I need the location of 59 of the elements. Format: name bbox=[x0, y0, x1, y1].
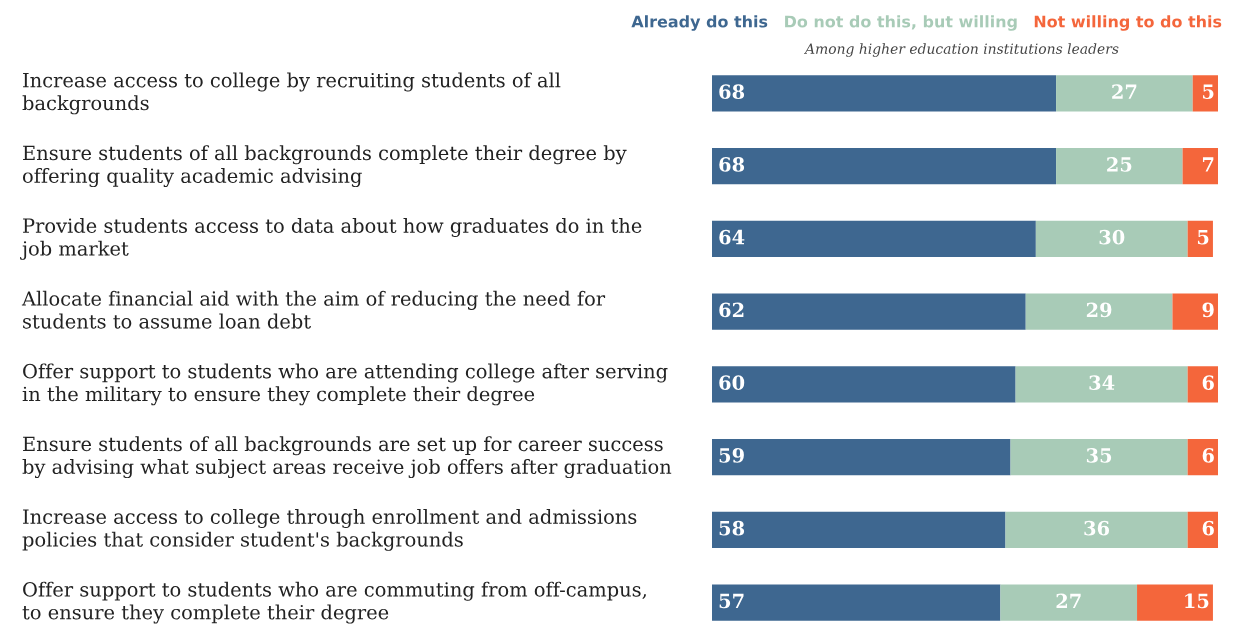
bar bbox=[712, 438, 1011, 476]
text: Not willing to do this bbox=[1034, 15, 1222, 31]
chart-subtitle: Among higher education institutions leaders bbox=[803, 43, 1119, 57]
bar bbox=[1025, 293, 1173, 330]
y-tick-label: Increase access to college through enrollment and admissions policies that consider student's backgrounds bbox=[22, 508, 637, 551]
bar bbox=[712, 511, 1006, 549]
data-label: 62 bbox=[719, 302, 744, 318]
y-tick-label: Offer support to students who are attending college after serving in the military to ensure they complete their degree bbox=[22, 363, 668, 406]
data-label: 27 bbox=[1056, 593, 1081, 608]
data-label: 29 bbox=[1086, 302, 1112, 318]
data-label: 6 bbox=[1202, 375, 1214, 391]
y-tick-label: Increase access to college by recruiting students of all backgrounds bbox=[22, 72, 561, 115]
bar bbox=[1010, 438, 1188, 476]
bar bbox=[1187, 438, 1218, 476]
bar bbox=[712, 147, 1057, 185]
y-tick-label: Provide students access to data about how graduates do in the job market bbox=[20, 217, 642, 260]
bar bbox=[1192, 75, 1218, 112]
bar bbox=[1056, 75, 1193, 112]
bar bbox=[712, 293, 1026, 330]
data-label: 6 bbox=[1202, 520, 1214, 536]
data-label: 34 bbox=[1089, 375, 1115, 391]
data-label: 59 bbox=[719, 448, 744, 463]
y-tick-label: Ensure students of all backgrounds are set up for career success by advising what subject areas receive job offers after graduation bbox=[22, 436, 672, 479]
y-tick-label: Allocate financial aid with the aim of reducing the need for students to assume loan debt bbox=[21, 290, 606, 329]
bar bbox=[712, 584, 1001, 621]
data-label: 60 bbox=[719, 375, 745, 391]
y-tick-label: Offer support to students who are commuting from off-campus, to ensure they complete their degree bbox=[22, 581, 646, 624]
data-label: 27 bbox=[1112, 84, 1137, 99]
bar bbox=[712, 366, 1016, 403]
bar bbox=[1035, 220, 1188, 258]
bar bbox=[1137, 584, 1213, 621]
bar bbox=[1187, 220, 1213, 258]
data-label: 15 bbox=[1185, 593, 1209, 609]
data-label: 5 bbox=[1197, 230, 1209, 245]
data-label: 68 bbox=[719, 157, 745, 172]
data-label: 64 bbox=[719, 229, 745, 245]
data-label: 58 bbox=[719, 520, 745, 536]
data-label: 7 bbox=[1202, 157, 1214, 172]
bar bbox=[1056, 147, 1183, 185]
data-label: 30 bbox=[1099, 229, 1125, 245]
bar bbox=[712, 220, 1036, 258]
data-label: 35 bbox=[1086, 448, 1112, 463]
text: Do not do this, but willing bbox=[785, 15, 1017, 31]
y-tick-label: Ensure students of all backgrounds complete their degree by offering quality academic advising bbox=[22, 145, 627, 188]
data-label: 68 bbox=[719, 84, 745, 100]
bar bbox=[1187, 366, 1218, 403]
data-label: 5 bbox=[1203, 84, 1214, 100]
data-label: 36 bbox=[1084, 520, 1110, 536]
data-label: 25 bbox=[1107, 157, 1132, 172]
data-label: 6 bbox=[1202, 448, 1214, 463]
bar bbox=[1005, 511, 1188, 549]
data-label: 57 bbox=[719, 593, 744, 609]
bar bbox=[1172, 293, 1218, 330]
bar bbox=[1182, 147, 1218, 185]
bar bbox=[712, 75, 1057, 112]
text: Already do this bbox=[631, 15, 768, 31]
bar bbox=[1015, 366, 1188, 403]
data-label: 9 bbox=[1202, 302, 1214, 318]
bar bbox=[1000, 584, 1138, 621]
